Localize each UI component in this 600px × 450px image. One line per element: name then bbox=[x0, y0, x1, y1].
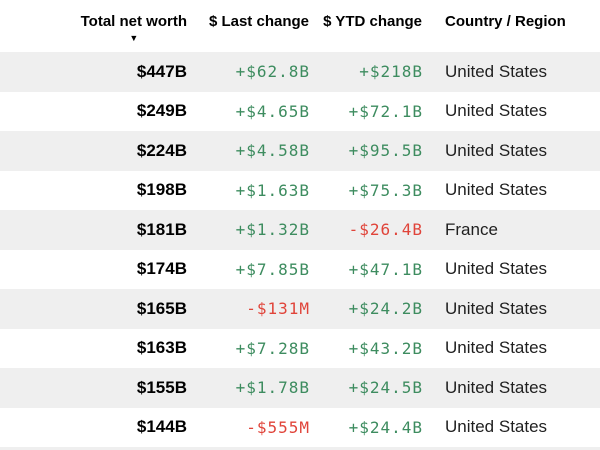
last-change-cell: +$62.8B bbox=[235, 62, 310, 82]
sort-desc-icon: ▼ bbox=[129, 33, 139, 43]
total-net-worth-cell: $165B bbox=[136, 298, 187, 318]
table-body: $447B +$62.8B +$218B United States $249B +$4.… bbox=[0, 52, 600, 447]
last-change-cell: +$7.85B bbox=[235, 259, 310, 279]
last-change-cell: +$1.63B bbox=[235, 180, 310, 200]
column-header-label: Country / Region bbox=[445, 13, 566, 30]
table-row: $181B +$1.32B -$26.4B France bbox=[0, 210, 600, 250]
total-net-worth-cell: $174B bbox=[136, 259, 187, 279]
country-cell: United States bbox=[445, 259, 548, 279]
total-net-worth-cell: $181B bbox=[136, 219, 187, 239]
ytd-change-cell: +$47.1B bbox=[348, 259, 423, 279]
ytd-change-cell: +$43.2B bbox=[348, 338, 423, 358]
country-cell: United States bbox=[445, 61, 548, 81]
last-change-cell: +$4.65B bbox=[235, 101, 310, 121]
total-net-worth-cell: $249B bbox=[136, 101, 187, 121]
total-net-worth-cell: $155B bbox=[136, 377, 187, 397]
column-header-country-region[interactable]: Country / Region bbox=[425, 0, 600, 52]
total-net-worth-cell: $144B bbox=[136, 417, 187, 437]
total-net-worth-cell: $447B bbox=[136, 61, 187, 81]
table-row: $163B +$7.28B +$43.2B United States bbox=[0, 328, 600, 368]
table-row: $174B +$7.85B +$47.1B United States bbox=[0, 249, 600, 289]
last-change-cell: +$7.28B bbox=[235, 338, 310, 358]
last-change-cell: +$1.78B bbox=[235, 378, 310, 398]
table-row: $224B +$4.58B +$95.5B United States bbox=[0, 131, 600, 171]
table-header: Total net worth ▼ $ Last change $ YTD ch… bbox=[0, 0, 600, 52]
total-net-worth-cell: $163B bbox=[136, 338, 187, 358]
country-cell: United States bbox=[445, 101, 548, 121]
ytd-change-cell: +$24.4B bbox=[348, 417, 423, 437]
table-row: $165B -$131M +$24.2B United States bbox=[0, 289, 600, 329]
table-row: $155B +$1.78B +$24.5B United States bbox=[0, 368, 600, 408]
table-row: $447B +$62.8B +$218B United States bbox=[0, 52, 600, 92]
table-row-partial bbox=[0, 447, 600, 450]
last-change-cell: -$555M bbox=[246, 417, 310, 437]
country-cell: United States bbox=[445, 377, 548, 397]
country-cell: France bbox=[445, 219, 498, 239]
ytd-change-cell: +$72.1B bbox=[348, 101, 423, 121]
last-change-cell: +$1.32B bbox=[235, 220, 310, 240]
column-header-total-net-worth[interactable]: Total net worth ▼ bbox=[0, 0, 190, 52]
total-net-worth-cell: $198B bbox=[136, 180, 187, 200]
ytd-change-cell: -$26.4B bbox=[348, 220, 423, 240]
country-cell: United States bbox=[445, 338, 548, 358]
column-header-label: Total net worth bbox=[80, 13, 187, 30]
table-row: $144B -$555M +$24.4B United States bbox=[0, 407, 600, 447]
last-change-cell: +$4.58B bbox=[235, 141, 310, 161]
country-cell: United States bbox=[445, 140, 548, 160]
table-row: $198B +$1.63B +$75.3B United States bbox=[0, 170, 600, 210]
ytd-change-cell: +$24.5B bbox=[348, 378, 423, 398]
table-row: $249B +$4.65B +$72.1B United States bbox=[0, 91, 600, 131]
country-cell: United States bbox=[445, 298, 548, 318]
column-header-label: $ YTD change bbox=[323, 13, 422, 30]
ytd-change-cell: +$75.3B bbox=[348, 180, 423, 200]
last-change-cell: -$131M bbox=[246, 299, 310, 319]
total-net-worth-cell: $224B bbox=[136, 140, 187, 160]
ytd-change-cell: +$24.2B bbox=[348, 299, 423, 319]
ytd-change-cell: +$218B bbox=[359, 62, 423, 82]
country-cell: United States bbox=[445, 180, 548, 200]
column-header-ytd-change[interactable]: $ YTD change bbox=[312, 0, 425, 52]
column-header-label: $ Last change bbox=[208, 13, 309, 30]
country-cell: United States bbox=[445, 417, 548, 437]
ytd-change-cell: +$95.5B bbox=[348, 141, 423, 161]
column-header-last-change[interactable]: $ Last change bbox=[190, 0, 312, 52]
sort-wrapper: Total net worth ▼ bbox=[81, 13, 187, 43]
